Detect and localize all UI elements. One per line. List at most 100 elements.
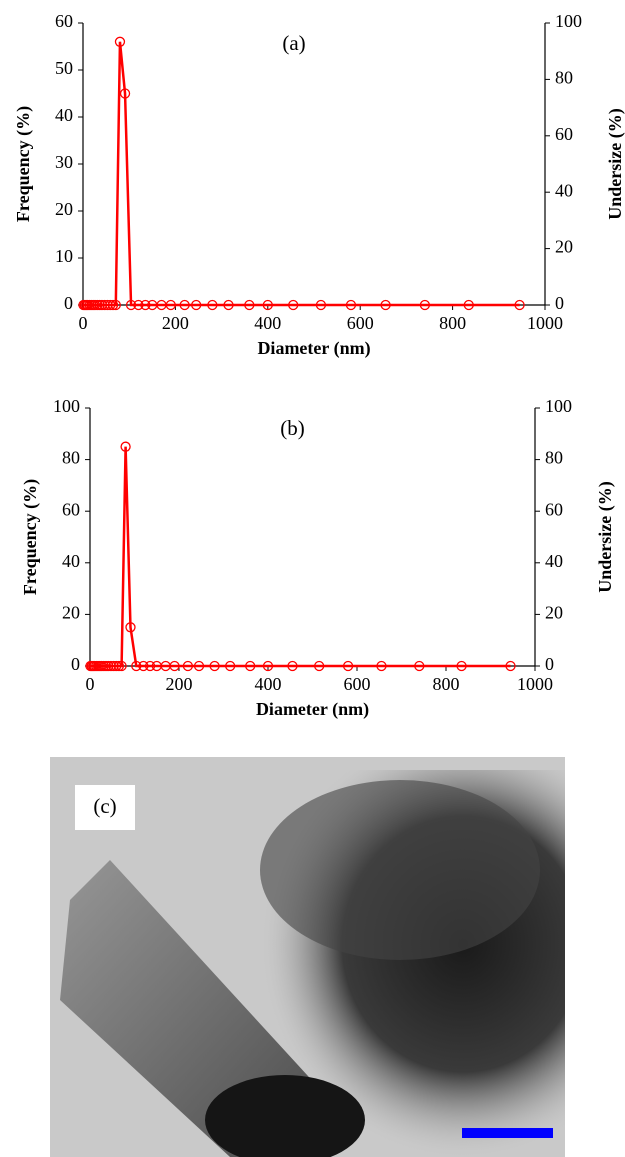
data-point [380,299,391,311]
data-point [287,660,298,672]
data-point [108,660,119,672]
y-tick-label: 40 [55,105,73,125]
data-point [113,660,125,672]
x-axis-title: Diameter (nm) [256,699,369,720]
y-tick-label: 0 [64,293,73,313]
data-point [125,622,136,633]
y2-tick-label: 100 [545,396,572,416]
x-tick-label: 600 [344,674,371,694]
data-point [288,299,299,311]
data-point [505,660,516,672]
data-point [125,299,137,311]
y2-tick-label: 60 [555,124,573,144]
data-point [463,299,474,311]
data-point [140,299,151,311]
y2-tick-label: 80 [555,68,573,88]
x-axis-title: Diameter (nm) [257,338,370,359]
data-point [191,299,202,311]
y2-axis-title: Undersize (%) [595,481,616,592]
x-tick-label: 800 [439,313,466,333]
data-point [223,299,234,311]
y2-tick-label: 0 [555,293,564,313]
scale-bar [462,1128,553,1138]
y2-tick-label: 60 [545,499,563,519]
data-point [138,660,149,672]
annotation: (b) [280,416,305,440]
data-point [107,299,119,311]
data-point [133,299,144,311]
data-point [245,660,256,672]
y-tick-label: 60 [55,11,73,31]
data-point [207,299,218,311]
axis-frame [89,408,536,667]
y2-tick-label: 40 [545,551,563,571]
data-point [116,660,127,672]
series-line [90,446,511,668]
data-point [209,660,220,672]
x-tick-label: 1000 [527,313,563,333]
data-point [193,660,205,672]
series-line [83,41,520,307]
y-tick-label: 80 [62,448,80,468]
y-tick-label: 10 [55,246,73,266]
x-tick-label: 600 [347,313,374,333]
data-point [120,441,131,452]
x-tick-label: 800 [433,674,460,694]
data-point [102,299,113,311]
y2-tick-label: 80 [545,448,563,468]
x-tick-label: 400 [254,313,281,333]
data-point [315,299,327,311]
data-point [182,660,194,672]
data-point [262,660,274,672]
data-point [165,299,176,311]
y-tick-label: 40 [62,551,80,571]
data-point [110,299,121,311]
x-tick-label: 1000 [517,674,553,694]
data-point [456,660,467,672]
y2-tick-label: 40 [555,180,573,200]
data-point [114,36,126,47]
y-tick-label: 20 [62,603,80,623]
data-point [103,660,114,672]
y-axis-title: Frequency (%) [13,106,34,222]
y2-tick-label: 100 [555,11,582,31]
data-point [96,299,108,311]
y-tick-label: 20 [55,199,73,219]
data-point [244,299,255,311]
data-point [105,660,117,672]
tem-image: (c) [50,757,565,1157]
data-point [119,88,131,99]
data-point [262,299,273,311]
data-point [376,660,387,672]
data-point [179,299,190,311]
label-box [75,785,135,830]
y2-axis-title: Undersize (%) [605,108,625,219]
panel-label: (c) [93,794,116,818]
data-point [414,660,425,672]
y-tick-label: 50 [55,58,73,78]
x-tick-label: 0 [86,674,95,694]
y-tick-label: 30 [55,152,73,172]
data-point [345,299,357,311]
data-point [105,299,116,311]
data-point [514,299,525,311]
axis-frame [82,23,546,306]
x-tick-label: 400 [255,674,282,694]
y-tick-label: 0 [71,654,80,674]
x-tick-label: 200 [162,313,189,333]
annotation: (a) [282,31,305,55]
data-point [169,660,180,672]
y-tick-label: 60 [62,499,80,519]
y2-tick-label: 0 [545,654,554,674]
y-tick-label: 100 [53,396,80,416]
y2-tick-label: 20 [545,603,563,623]
data-point [225,660,236,672]
data-point [144,660,156,672]
x-tick-label: 200 [166,674,193,694]
data-point [342,660,354,672]
y2-tick-label: 20 [555,237,573,257]
data-point [314,660,325,672]
data-point [99,299,110,311]
data-point [111,660,122,672]
